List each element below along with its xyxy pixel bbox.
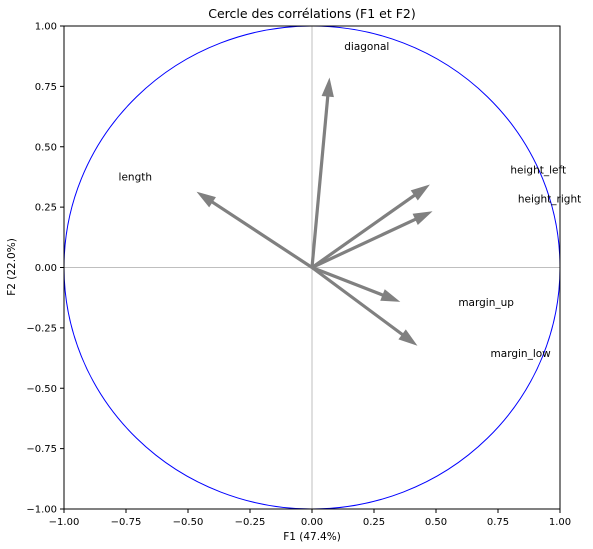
y-tick-label: −0.25 — [26, 323, 57, 334]
y-tick-label: −0.50 — [26, 384, 57, 395]
arrow-head — [321, 77, 334, 98]
y-tick-label: 0.00 — [35, 263, 57, 274]
label-height-right: height_right — [518, 193, 581, 205]
label-diagonal: diagonal — [344, 41, 389, 53]
x-tick-label: −0.75 — [111, 517, 142, 528]
x-tick-label: −0.25 — [235, 517, 266, 528]
x-tick-label: 0.75 — [487, 517, 509, 528]
y-axis-title: F2 (22.0%) — [6, 238, 18, 296]
arrow-diagonal — [310, 77, 334, 268]
arrow-head — [196, 191, 216, 208]
arrow-shaft — [311, 217, 417, 269]
variable-labels: diagonal length height_left height_rightmar… — [119, 41, 582, 360]
arrow-shaft — [311, 266, 384, 297]
arrow-margin-low — [311, 266, 418, 346]
y-axis-ticks: −1.00 −0.75 −0.50 −0.25 0.00 0.25 0.50 0.75 1.00 — [26, 22, 64, 516]
y-tick-label: 0.25 — [35, 203, 57, 214]
y-tick-label: 0.50 — [35, 142, 57, 153]
label-margin-up: margin_up — [458, 297, 514, 309]
arrow-shaft — [311, 193, 416, 269]
arrow-shaft — [310, 95, 330, 268]
arrow-margin-up — [311, 266, 401, 302]
y-tick-label: 1.00 — [35, 22, 57, 33]
label-length: length — [119, 172, 152, 184]
label-height-left: height_left — [510, 164, 566, 176]
x-tick-label: 0.25 — [363, 517, 385, 528]
arrow-shaft — [211, 200, 313, 269]
y-tick-label: 0.75 — [35, 82, 57, 93]
x-tick-label: −0.50 — [173, 517, 204, 528]
arrow-head — [380, 289, 401, 302]
y-tick-label: −0.75 — [26, 444, 57, 455]
arrow-length — [196, 191, 313, 269]
x-axis-title: F1 (47.4%) — [283, 531, 341, 543]
x-tick-label: 0.50 — [425, 517, 447, 528]
arrow-height-left — [311, 184, 430, 269]
chart-title: Cercle des corrélations (F1 et F2) — [208, 6, 416, 21]
x-axis-ticks: −1.00 −0.75 −0.50 −0.25 0.00 0.25 0.50 0.75 1.00 — [49, 509, 571, 528]
y-tick-label: −1.00 — [26, 505, 57, 516]
arrow-head — [398, 329, 418, 346]
arrow-head — [410, 184, 430, 201]
label-margin-low: margin_low — [491, 348, 552, 360]
x-tick-label: 0.00 — [301, 517, 323, 528]
plot-area: diagonal length height_left height_rightmar… — [63, 25, 582, 510]
arrows — [196, 77, 433, 346]
arrow-height-right — [311, 211, 433, 269]
arrow-shaft — [311, 266, 404, 336]
x-tick-label: −1.00 — [49, 517, 80, 528]
arrow-head — [412, 211, 433, 225]
x-tick-label: 1.00 — [549, 517, 571, 528]
